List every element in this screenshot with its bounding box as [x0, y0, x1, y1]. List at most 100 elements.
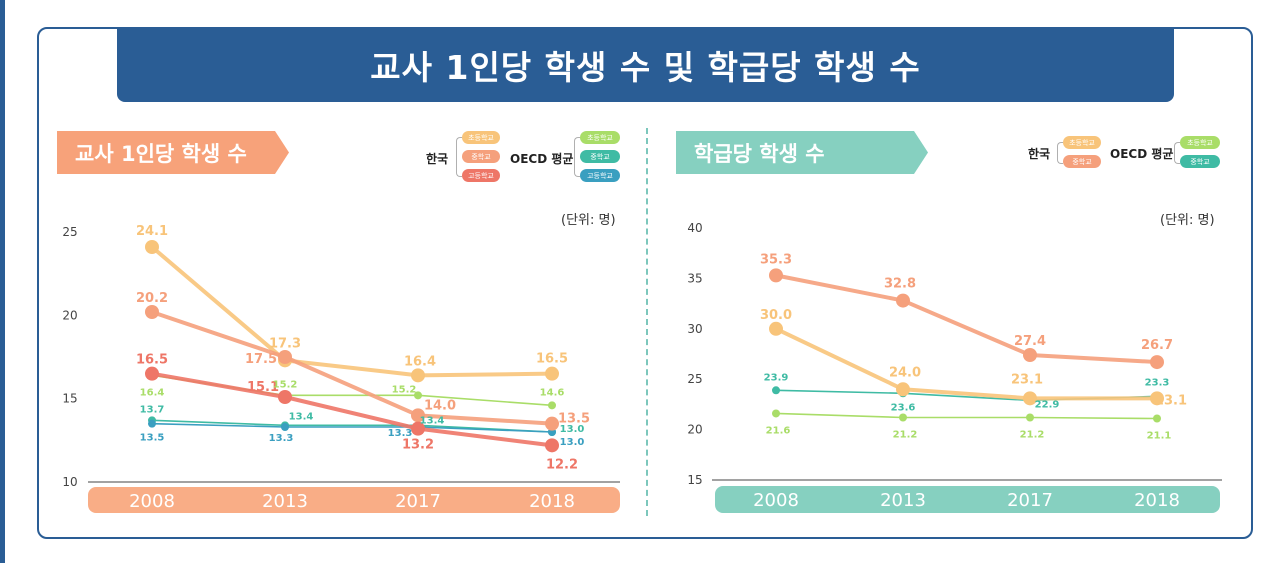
page-title: 교사 1인당 학생 수 및 학급당 학생 수 [370, 47, 921, 87]
legend-chip-middle-kr: 중학교 [1063, 155, 1101, 168]
data-label: 21.2 [893, 430, 918, 441]
data-point [1023, 391, 1037, 406]
data-label: 16.4 [404, 354, 436, 369]
data-label: 23.6 [891, 402, 916, 413]
data-label: 23.1 [1155, 393, 1187, 408]
data-point [281, 423, 289, 431]
data-point [411, 408, 425, 423]
data-point [411, 421, 425, 436]
data-point [278, 390, 292, 404]
legend-chip-elem-oecd: 초등학교 [580, 131, 620, 144]
y-tick-label: 25 [687, 372, 702, 386]
data-label: 13.4 [289, 411, 314, 422]
y-tick-label: 40 [687, 221, 702, 235]
data-point [896, 382, 910, 397]
data-label: 23.1 [1011, 372, 1043, 387]
left-chart-title: 교사 1인당 학생 수 [75, 141, 247, 166]
data-label: 13.0 [560, 424, 585, 435]
y-tick-label: 30 [687, 322, 702, 336]
data-point [545, 366, 559, 381]
data-point [545, 416, 559, 431]
y-tick-label: 10 [62, 475, 77, 489]
x-tick-label: 2017 [1007, 490, 1053, 511]
legend-brace [574, 137, 580, 177]
data-point [411, 368, 425, 383]
data-point [772, 409, 780, 418]
legend-chip-middle-kr: 중학교 [462, 150, 500, 163]
data-label: 13.7 [140, 404, 165, 415]
data-point [1023, 348, 1037, 363]
right-unit-label: (단위: 명) [1160, 213, 1215, 228]
data-label: 30.0 [760, 308, 792, 323]
legend-brace [456, 137, 462, 177]
panel-divider [646, 128, 648, 516]
data-label: 21.2 [1020, 430, 1045, 441]
data-label: 27.4 [1014, 334, 1046, 349]
legend-chip-middle-oecd: 중학교 [1180, 155, 1220, 168]
left-unit-label: (단위: 명) [561, 213, 616, 228]
data-label: 13.5 [140, 433, 165, 444]
legend-chip-high-kr: 고등학교 [462, 169, 500, 182]
data-point [414, 391, 422, 400]
x-tick-label: 2018 [1134, 490, 1180, 511]
legend-chip-high-oecd: 고등학교 [580, 169, 620, 182]
data-label: 13.4 [420, 415, 445, 426]
x-tick-label: 2018 [529, 491, 575, 512]
data-label: 21.6 [766, 425, 791, 436]
data-point [548, 401, 556, 410]
data-label: 13.2 [402, 438, 434, 453]
data-point [772, 386, 780, 395]
data-label: 15.2 [392, 384, 417, 395]
x-tick-label: 2008 [753, 490, 799, 511]
data-label: 32.8 [884, 277, 916, 292]
data-point [145, 240, 159, 254]
legend-oecd-label: OECD 평균 [510, 152, 574, 166]
legend-chip-elem-oecd: 초등학교 [1180, 136, 1220, 149]
data-label: 12.2 [546, 457, 578, 472]
series-line [150, 371, 554, 448]
y-tick-label: 20 [687, 423, 702, 437]
data-label: 15.1 [247, 380, 279, 395]
y-tick-label: 15 [62, 392, 77, 406]
left-chart-banner: 교사 1인당 학생 수 [57, 131, 289, 174]
data-point [1026, 413, 1034, 422]
series-line [775, 412, 1158, 420]
data-label: 13.5 [558, 412, 590, 427]
x-axis-band [88, 487, 620, 513]
y-tick-label: 35 [687, 271, 702, 285]
legend-korea-label: 한국 [426, 152, 449, 166]
x-tick-label: 2017 [395, 491, 441, 512]
data-label: 17.3 [269, 336, 301, 351]
data-label: 13.3 [388, 428, 413, 439]
y-tick-label: 20 [62, 308, 77, 322]
legend-korea-label: 한국 [1028, 147, 1051, 161]
data-label: 15.2 [273, 379, 298, 390]
data-label: 13.0 [560, 437, 585, 448]
x-tick-label: 2013 [262, 491, 308, 512]
data-point [148, 419, 156, 428]
data-label: 17.5 [245, 352, 277, 367]
y-tick-label: 15 [687, 473, 702, 487]
data-label: 16.5 [536, 352, 568, 367]
data-label: 13.3 [269, 433, 294, 444]
left-edge-bar [0, 0, 5, 563]
legend-brace [1174, 142, 1180, 164]
data-point [769, 321, 783, 336]
data-label: 22.9 [1035, 399, 1060, 410]
data-point [1153, 414, 1161, 423]
data-label: 16.5 [136, 353, 168, 368]
data-point [1150, 355, 1164, 370]
data-point [896, 293, 910, 308]
title-bar: 교사 1인당 학생 수 및 학급당 학생 수 [117, 27, 1174, 102]
data-point [1150, 391, 1164, 406]
data-label: 26.7 [1141, 338, 1173, 353]
legend-chip-elem-kr: 초등학교 [462, 131, 500, 144]
data-point [145, 366, 159, 381]
data-point [278, 350, 292, 364]
series-line [151, 374, 553, 407]
y-tick-label: 25 [62, 225, 77, 239]
legend-chip-middle-oecd: 중학교 [580, 150, 620, 163]
data-label: 21.1 [1147, 431, 1172, 442]
data-label: 14.6 [540, 387, 565, 398]
